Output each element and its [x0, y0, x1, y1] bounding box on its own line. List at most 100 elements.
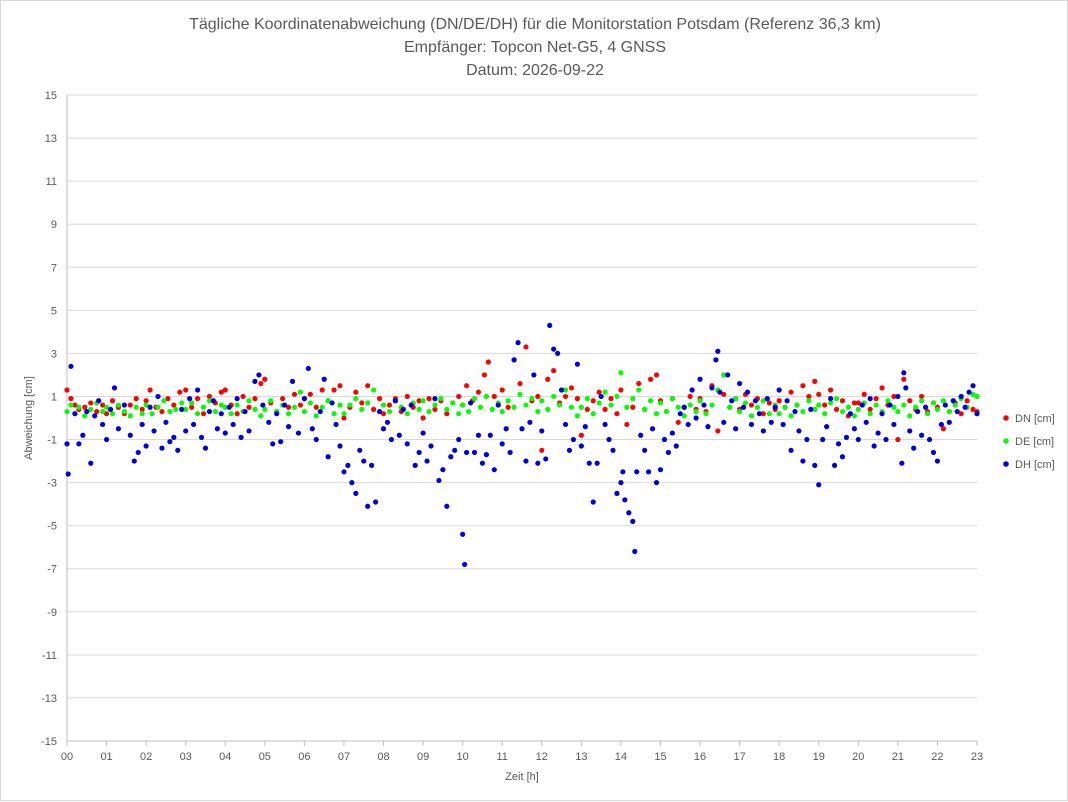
x-tick-label: 09	[417, 751, 429, 763]
data-point-de	[523, 402, 529, 408]
data-point-dh	[970, 383, 976, 389]
data-point-de	[754, 404, 761, 410]
data-point-de	[828, 400, 834, 406]
y-tick-label: -15	[41, 736, 57, 748]
data-point-dh	[653, 480, 660, 486]
data-point-dh	[899, 460, 905, 466]
data-point-dh	[127, 432, 133, 438]
data-point-dh	[266, 419, 272, 425]
data-point-dn	[760, 411, 766, 417]
data-point-dh	[187, 396, 193, 402]
data-point-dh	[689, 387, 695, 393]
axes	[66, 95, 977, 742]
y-tick-label: -3	[47, 478, 57, 490]
data-point-de	[489, 406, 495, 412]
data-point-de	[873, 402, 879, 408]
data-point-dh	[946, 419, 952, 425]
data-point-dh	[590, 499, 596, 505]
y-tick-label: 5	[51, 305, 57, 317]
data-point-de	[319, 404, 325, 410]
x-tick-label: 00	[61, 751, 73, 763]
data-point-dh	[669, 430, 675, 436]
data-point-dh	[871, 443, 877, 449]
data-point-dh	[796, 428, 802, 434]
data-point-dn	[539, 447, 545, 453]
data-point-dh	[543, 456, 549, 462]
data-point-de	[733, 396, 739, 402]
data-point-dh	[65, 471, 71, 477]
data-point-dh	[365, 503, 371, 509]
data-point-dh	[748, 421, 755, 428]
y-tick-label: 3	[51, 348, 57, 360]
data-point-de	[109, 411, 116, 417]
data-point-dn	[64, 387, 70, 393]
x-tick-label: 08	[377, 751, 389, 763]
data-point-dn	[183, 387, 189, 393]
data-point-dn	[171, 402, 177, 408]
data-point-dn	[491, 393, 497, 400]
data-point-dn	[545, 376, 551, 382]
data-point-dn	[721, 391, 727, 397]
x-tick-label: 11	[497, 751, 508, 763]
data-point-dh	[642, 447, 648, 453]
data-point-de	[228, 411, 234, 417]
data-points	[64, 322, 980, 568]
data-point-dh	[620, 469, 626, 475]
data-point-dh	[602, 421, 608, 428]
data-point-de	[88, 406, 94, 412]
data-point-de	[511, 404, 517, 410]
data-point-de	[851, 413, 857, 419]
data-point-dh	[341, 469, 347, 475]
data-point-dh	[966, 389, 972, 395]
data-point-dh	[634, 469, 640, 475]
x-tick-label: 06	[298, 751, 310, 763]
data-point-dh	[206, 408, 213, 415]
data-point-dh	[709, 385, 715, 391]
data-point-de	[438, 396, 444, 402]
data-point-dn	[895, 436, 901, 443]
data-point-de	[68, 402, 74, 408]
data-point-dh	[396, 432, 402, 438]
data-point-dh	[88, 460, 94, 466]
chart-title-line-1: Tägliche Koordinatenabweichung (DN/DE/DH…	[189, 16, 881, 33]
data-point-de	[727, 404, 733, 410]
data-point-de	[212, 408, 218, 415]
data-point-dh	[618, 480, 624, 486]
data-point-dn	[200, 411, 207, 417]
legend-label: DH [cm]	[1015, 459, 1055, 471]
data-point-dn	[855, 400, 861, 406]
data-point-dh	[456, 436, 462, 443]
data-point-dh	[527, 419, 533, 425]
data-point-dn	[636, 380, 642, 387]
series-de	[64, 370, 980, 419]
data-point-de	[737, 408, 743, 415]
data-point-dn	[940, 426, 946, 432]
chart-title: Tägliche Koordinatenabweichung (DN/DE/DH…	[189, 16, 881, 79]
data-point-de	[812, 406, 818, 412]
data-point-dh	[614, 490, 620, 496]
data-point-dn	[574, 396, 580, 402]
data-point-dh	[376, 408, 383, 415]
data-point-dh	[598, 393, 604, 400]
data-point-dh	[808, 406, 814, 412]
data-point-dh	[92, 413, 98, 419]
data-point-de	[426, 408, 432, 415]
data-point-dh	[246, 428, 252, 434]
data-point-dh	[539, 428, 545, 434]
y-tick-label: -5	[47, 521, 57, 533]
data-point-de	[460, 402, 466, 408]
data-point-dh	[551, 346, 557, 352]
data-point-dh	[462, 561, 468, 568]
x-tick-label: 01	[100, 751, 112, 763]
data-point-de	[901, 402, 907, 408]
data-point-dh	[345, 462, 351, 468]
data-point-dh	[467, 400, 474, 406]
data-point-dh	[325, 454, 331, 460]
data-point-dh	[839, 454, 846, 460]
data-point-de	[365, 400, 371, 406]
y-tick-label: -13	[41, 693, 57, 705]
x-tick-label: 07	[338, 751, 350, 763]
data-point-dh	[285, 424, 292, 430]
data-point-dn	[280, 396, 286, 402]
